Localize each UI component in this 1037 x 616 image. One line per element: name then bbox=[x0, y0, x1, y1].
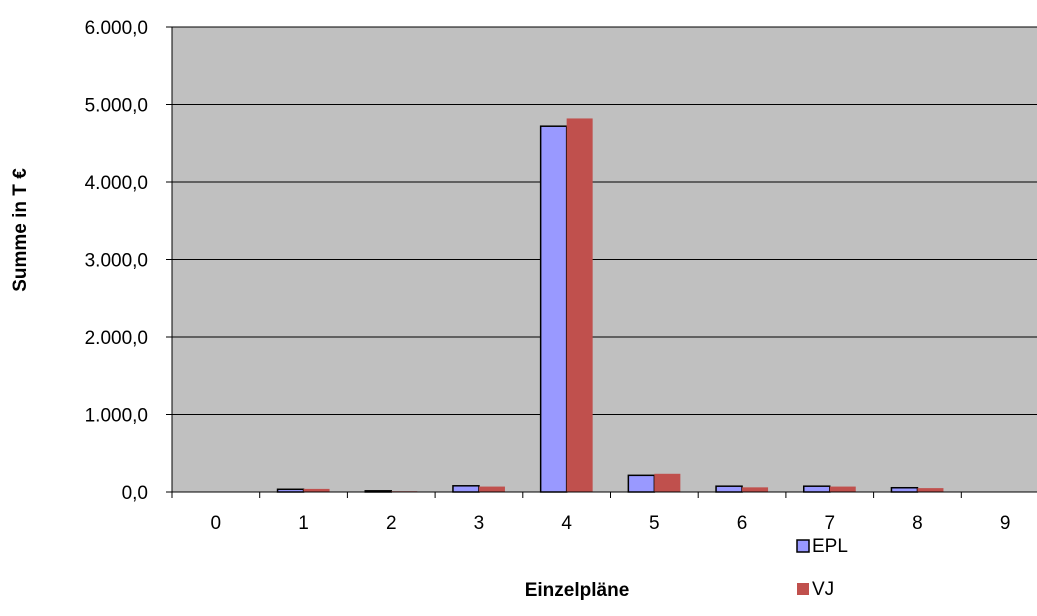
legend-label-vj: VJ bbox=[812, 579, 834, 600]
x-tick-label: 5 bbox=[649, 513, 660, 534]
bars bbox=[276, 118, 944, 493]
bar-epl-8 bbox=[890, 486, 919, 493]
x-tick-labels: 0 1 2 3 4 5 6 7 8 9 bbox=[211, 513, 1011, 534]
bar-vj-5 bbox=[654, 473, 681, 492]
x-tick-label: 4 bbox=[561, 513, 572, 534]
bar-vj-4 bbox=[566, 118, 593, 492]
y-tick-label: 5.000,0 bbox=[85, 96, 148, 117]
y-tick-label: 6.000,0 bbox=[85, 18, 148, 39]
bar-epl-7 bbox=[803, 485, 831, 493]
x-tick-label: 1 bbox=[298, 513, 309, 534]
x-tick-label: 2 bbox=[386, 513, 397, 534]
y-tick-labels: 0,0 1.000,0 2.000,0 3.000,0 4.000,0 5.000,0 6.… bbox=[85, 18, 148, 504]
x-tick-label: 8 bbox=[912, 513, 923, 534]
legend-swatch-epl bbox=[796, 539, 810, 553]
bar-vj-1 bbox=[303, 488, 330, 492]
bar-vj-7 bbox=[829, 486, 856, 492]
axes bbox=[166, 26, 1037, 498]
y-tick-label: 0,0 bbox=[122, 483, 148, 504]
x-tick-label: 0 bbox=[211, 513, 222, 534]
x-tick-label: 9 bbox=[1000, 513, 1011, 534]
bar-vj-8 bbox=[917, 488, 944, 492]
bar-vj-3 bbox=[478, 486, 505, 492]
bar-epl-4 bbox=[539, 125, 568, 493]
gridlines bbox=[172, 26, 1037, 415]
bar-vj-6 bbox=[742, 487, 769, 492]
x-tick-label: 6 bbox=[737, 513, 748, 534]
bar-epl-5 bbox=[627, 474, 656, 493]
x-tick-label: 7 bbox=[824, 513, 835, 534]
y-axis-title: Summe in T € bbox=[10, 168, 31, 292]
x-axis-title: Einzelpläne bbox=[525, 580, 630, 601]
y-tick-label: 1.000,0 bbox=[85, 406, 148, 427]
bar-epl-3 bbox=[452, 485, 480, 493]
y-tick-label: 4.000,0 bbox=[85, 173, 148, 194]
x-tick-label: 3 bbox=[474, 513, 485, 534]
bar-epl-6 bbox=[715, 485, 743, 493]
legend: EPL VJ bbox=[796, 536, 848, 600]
y-tick-label: 2.000,0 bbox=[85, 328, 148, 349]
y-tick-label: 3.000,0 bbox=[85, 251, 148, 272]
legend-label-epl: EPL bbox=[812, 536, 848, 557]
legend-swatch-vj bbox=[797, 583, 809, 595]
